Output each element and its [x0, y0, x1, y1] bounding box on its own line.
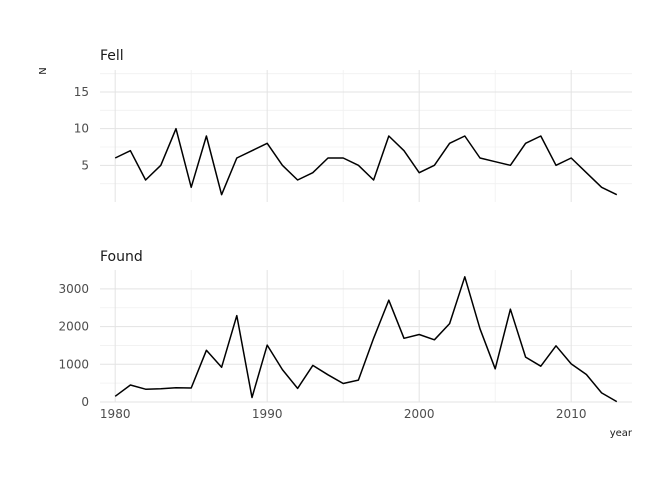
found-y-tick-label: 2000 — [58, 320, 89, 334]
found-panel-title: Found — [100, 249, 143, 265]
x-axis-title: year — [610, 428, 633, 439]
found-y-tick-label: 0 — [81, 395, 89, 409]
fell-series-line — [114, 127, 618, 196]
fell-y-tick-label: 10 — [74, 122, 89, 136]
y-axis-title: N — [38, 67, 49, 74]
x-tick-label: 2000 — [404, 407, 435, 421]
x-tick-label: 1980 — [100, 407, 131, 421]
found-y-tick-label: 1000 — [58, 357, 89, 371]
fell-panel-title: Fell — [100, 48, 124, 64]
x-tick-label: 2010 — [556, 407, 587, 421]
fell-y-tick-label: 5 — [81, 158, 89, 172]
found-y-tick-label: 3000 — [58, 282, 89, 296]
x-tick-label: 1990 — [252, 407, 283, 421]
fell-y-tick-label: 15 — [74, 85, 89, 99]
found-series-line — [114, 276, 618, 403]
